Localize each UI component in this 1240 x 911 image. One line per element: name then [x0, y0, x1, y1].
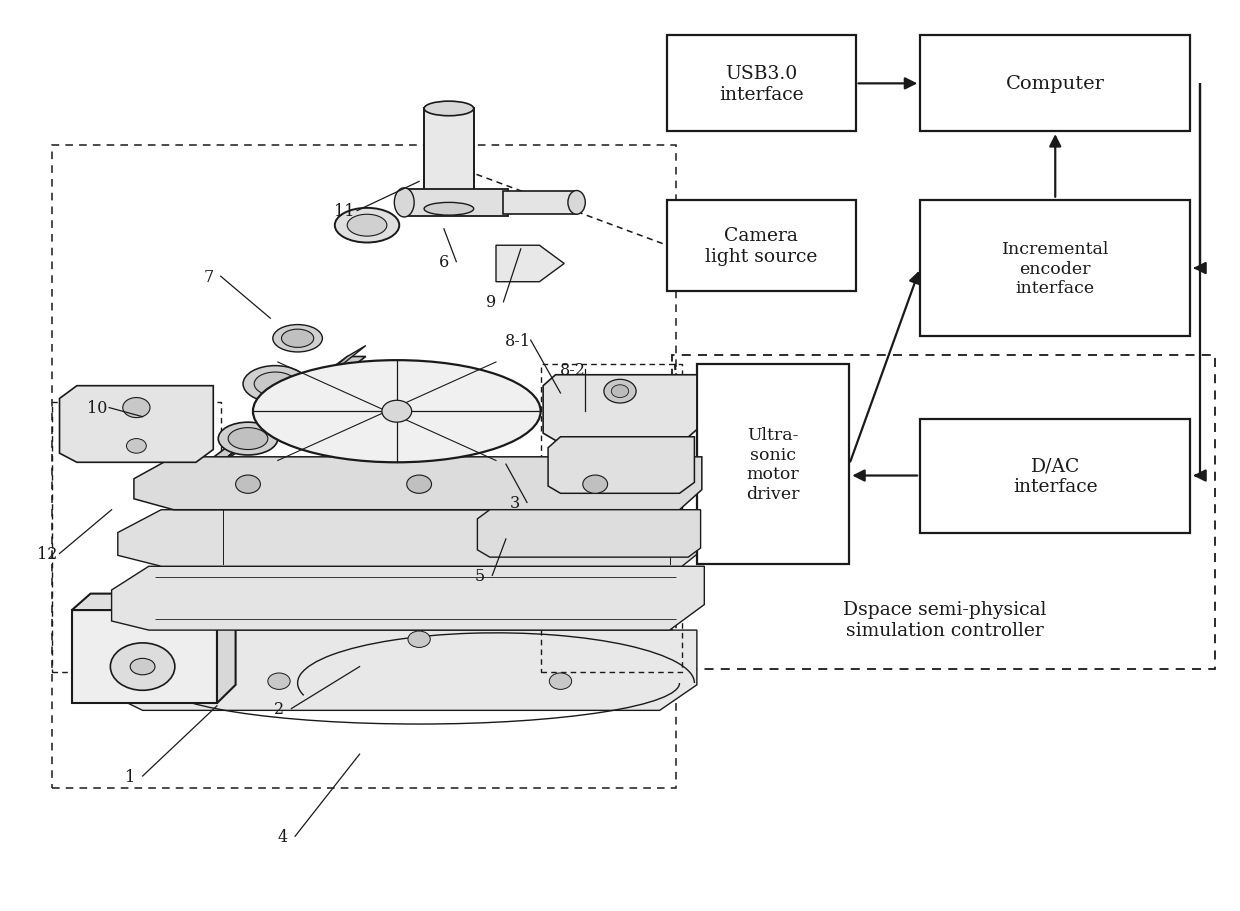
- Ellipse shape: [424, 102, 474, 117]
- Circle shape: [611, 385, 629, 398]
- Text: Incremental
encoder
interface: Incremental encoder interface: [1002, 241, 1109, 297]
- Polygon shape: [118, 510, 709, 567]
- Text: D/AC
interface: D/AC interface: [1013, 456, 1097, 496]
- Ellipse shape: [228, 428, 268, 450]
- Bar: [672, 355, 1215, 670]
- Bar: [920, 419, 1190, 533]
- Bar: [667, 36, 856, 132]
- Text: Camera
light source: Camera light source: [706, 227, 817, 265]
- Circle shape: [604, 380, 636, 404]
- Polygon shape: [217, 594, 236, 703]
- Text: 12: 12: [37, 546, 57, 562]
- Circle shape: [110, 643, 175, 691]
- Circle shape: [583, 476, 608, 494]
- Polygon shape: [112, 567, 704, 630]
- Ellipse shape: [347, 215, 387, 237]
- Ellipse shape: [273, 325, 322, 353]
- Bar: [920, 200, 1190, 337]
- Ellipse shape: [335, 209, 399, 243]
- Text: 3: 3: [510, 495, 520, 511]
- Bar: [667, 200, 856, 292]
- Circle shape: [126, 439, 146, 454]
- Ellipse shape: [424, 203, 474, 216]
- Text: Computer: Computer: [1006, 76, 1105, 93]
- Text: 6: 6: [439, 254, 449, 271]
- Ellipse shape: [190, 467, 212, 475]
- Polygon shape: [503, 191, 577, 215]
- Polygon shape: [60, 386, 213, 463]
- Circle shape: [236, 476, 260, 494]
- Polygon shape: [72, 594, 236, 610]
- Polygon shape: [424, 109, 474, 210]
- Polygon shape: [105, 630, 697, 711]
- Circle shape: [268, 673, 290, 690]
- Ellipse shape: [253, 361, 541, 463]
- Text: USB3.0
interface: USB3.0 interface: [719, 65, 804, 104]
- Ellipse shape: [218, 423, 278, 456]
- Text: 9: 9: [486, 294, 496, 311]
- Bar: [541, 364, 682, 672]
- Text: 8-1: 8-1: [506, 333, 531, 349]
- Text: 5: 5: [475, 568, 485, 584]
- Polygon shape: [191, 474, 211, 597]
- Polygon shape: [548, 437, 694, 494]
- Bar: [52, 403, 221, 672]
- Circle shape: [549, 673, 572, 690]
- Polygon shape: [72, 610, 217, 703]
- Circle shape: [407, 476, 432, 494]
- Polygon shape: [477, 510, 701, 558]
- Text: 2: 2: [274, 701, 284, 717]
- Polygon shape: [404, 189, 508, 217]
- Ellipse shape: [130, 659, 155, 675]
- Ellipse shape: [568, 191, 585, 215]
- Polygon shape: [208, 346, 366, 474]
- Bar: [52, 146, 676, 788]
- Circle shape: [408, 631, 430, 648]
- Text: 1: 1: [125, 768, 135, 784]
- Text: Dspace semi-physical
simulation controller: Dspace semi-physical simulation controll…: [843, 600, 1047, 639]
- Ellipse shape: [394, 189, 414, 218]
- Text: 10: 10: [87, 400, 107, 416]
- Circle shape: [382, 401, 412, 423]
- Text: 11: 11: [335, 203, 355, 220]
- Ellipse shape: [243, 366, 308, 403]
- Ellipse shape: [277, 393, 324, 418]
- Bar: [697, 364, 849, 565]
- Polygon shape: [543, 375, 697, 441]
- Text: 7: 7: [203, 269, 213, 285]
- Bar: [920, 36, 1190, 132]
- Circle shape: [123, 398, 150, 418]
- Text: Ultra-
sonic
motor
driver: Ultra- sonic motor driver: [746, 426, 800, 503]
- Polygon shape: [192, 357, 366, 474]
- Polygon shape: [496, 246, 564, 282]
- Text: 8-2: 8-2: [560, 362, 585, 378]
- Polygon shape: [134, 457, 702, 510]
- Text: 4: 4: [278, 828, 288, 844]
- Ellipse shape: [281, 330, 314, 348]
- Ellipse shape: [254, 373, 296, 396]
